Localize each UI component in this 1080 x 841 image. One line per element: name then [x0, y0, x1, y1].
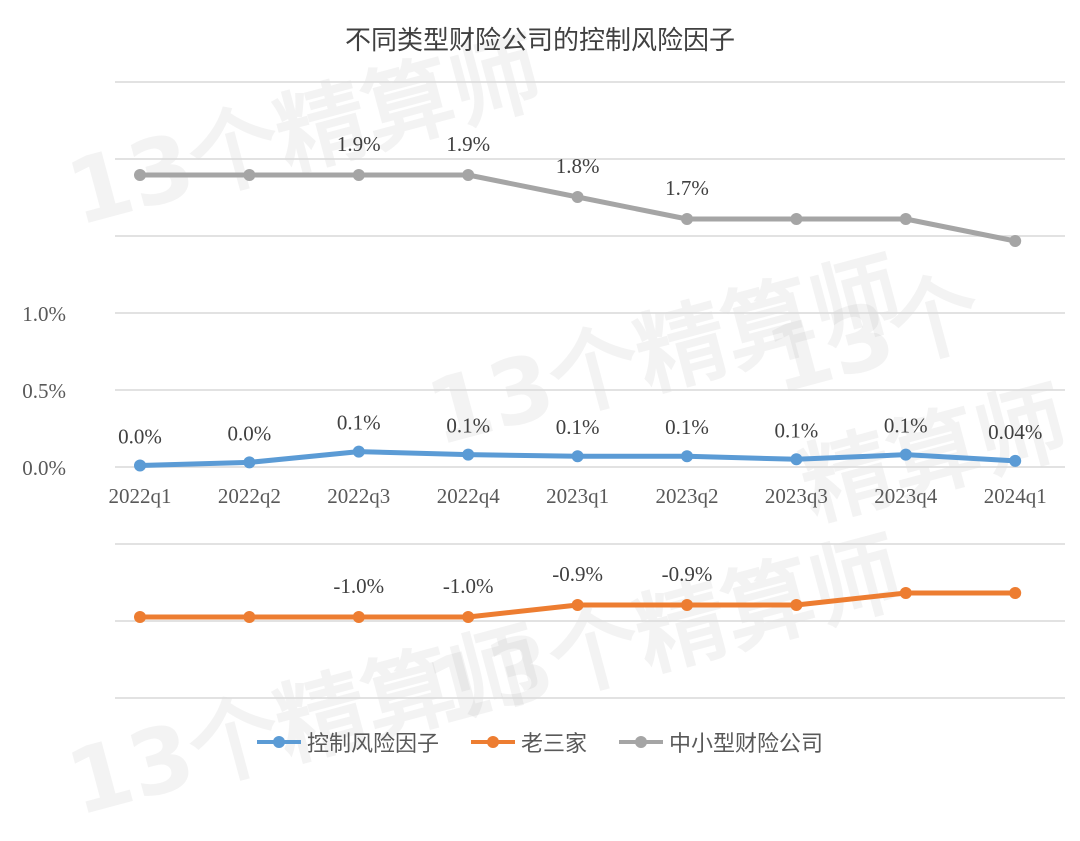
data-point — [134, 169, 146, 181]
legend-line-marker-icon — [470, 736, 515, 748]
data-label: 1.9% — [337, 132, 381, 156]
data-label: -0.9% — [662, 562, 713, 586]
data-point — [352, 445, 365, 458]
data-label: 1.9% — [446, 132, 490, 156]
chart-title: 不同类型财险公司的控制风险因子 — [344, 26, 735, 56]
data-label: 0.1% — [665, 415, 709, 439]
y-tick-label: 0.5% — [22, 379, 66, 403]
legend-item[interactable]: 中小型财险公司 — [619, 726, 823, 758]
data-point — [790, 213, 803, 225]
data-point — [571, 191, 584, 203]
data-point — [790, 599, 803, 611]
legend-label: 中小型财险公司 — [669, 732, 824, 757]
x-tick-label: 2023q4 — [874, 484, 938, 508]
data-point — [352, 611, 365, 623]
data-point — [681, 450, 693, 463]
data-point — [352, 169, 365, 181]
data-label: 0.0% — [228, 421, 272, 445]
x-tick-label: 2022q3 — [327, 484, 390, 508]
data-point — [243, 169, 256, 181]
data-point — [462, 611, 475, 623]
data-label: 0.04% — [988, 420, 1042, 444]
x-tick-label: 2023q2 — [656, 484, 719, 508]
data-point — [243, 456, 256, 469]
data-label: 0.1% — [556, 415, 600, 439]
data-point — [571, 450, 584, 463]
data-label: 0.0% — [118, 424, 162, 448]
line-chart: 0.0% 0.5% 1.0% 2022q1 2022q2 2022q3 2022q4 2023… — [22, 81, 1065, 699]
series-line — [140, 172, 1016, 244]
data-point — [243, 611, 256, 623]
x-tick-label: 2023q3 — [765, 484, 828, 508]
data-label: 0.1% — [884, 414, 928, 438]
y-tick-label: 1.0% — [22, 302, 66, 326]
data-point — [790, 453, 803, 466]
data-label: -0.9% — [552, 562, 603, 586]
data-point — [134, 459, 146, 472]
legend-label: 老三家 — [520, 732, 587, 757]
data-point — [134, 611, 146, 623]
data-point — [899, 448, 912, 461]
x-tick-label: 2022q4 — [437, 484, 501, 508]
legend-label: 控制风险因子 — [306, 732, 439, 757]
x-tick-label: 2022q2 — [218, 484, 281, 508]
data-point — [1009, 587, 1022, 599]
x-tick-label: 2024q1 — [984, 484, 1047, 508]
data-point — [462, 448, 475, 461]
data-point — [681, 213, 693, 225]
data-point — [571, 599, 584, 611]
data-point — [899, 213, 912, 225]
data-label: 0.1% — [446, 414, 490, 438]
legend-line-marker-icon — [619, 736, 663, 748]
data-label: -1.0% — [443, 574, 494, 598]
data-label: 0.1% — [337, 411, 381, 435]
data-label: 1.7% — [665, 176, 709, 200]
y-tick-label: 0.0% — [22, 456, 66, 480]
data-point — [1009, 235, 1022, 247]
data-label: -1.0% — [333, 574, 384, 598]
x-tick-label: 2022q1 — [109, 484, 172, 508]
data-label: 1.8% — [556, 154, 600, 178]
data-label: 0.1% — [775, 418, 819, 442]
data-point — [681, 599, 693, 611]
legend-item[interactable]: 老三家 — [470, 726, 587, 758]
legend: 控制风险因子 老三家 中小型财险公司 — [0, 726, 1080, 758]
legend-line-marker-icon — [256, 736, 301, 748]
x-tick-label: 2023q1 — [546, 484, 609, 508]
data-point — [462, 169, 475, 181]
legend-item[interactable]: 控制风险因子 — [256, 726, 439, 758]
data-point — [1009, 454, 1022, 467]
data-point — [899, 587, 912, 599]
